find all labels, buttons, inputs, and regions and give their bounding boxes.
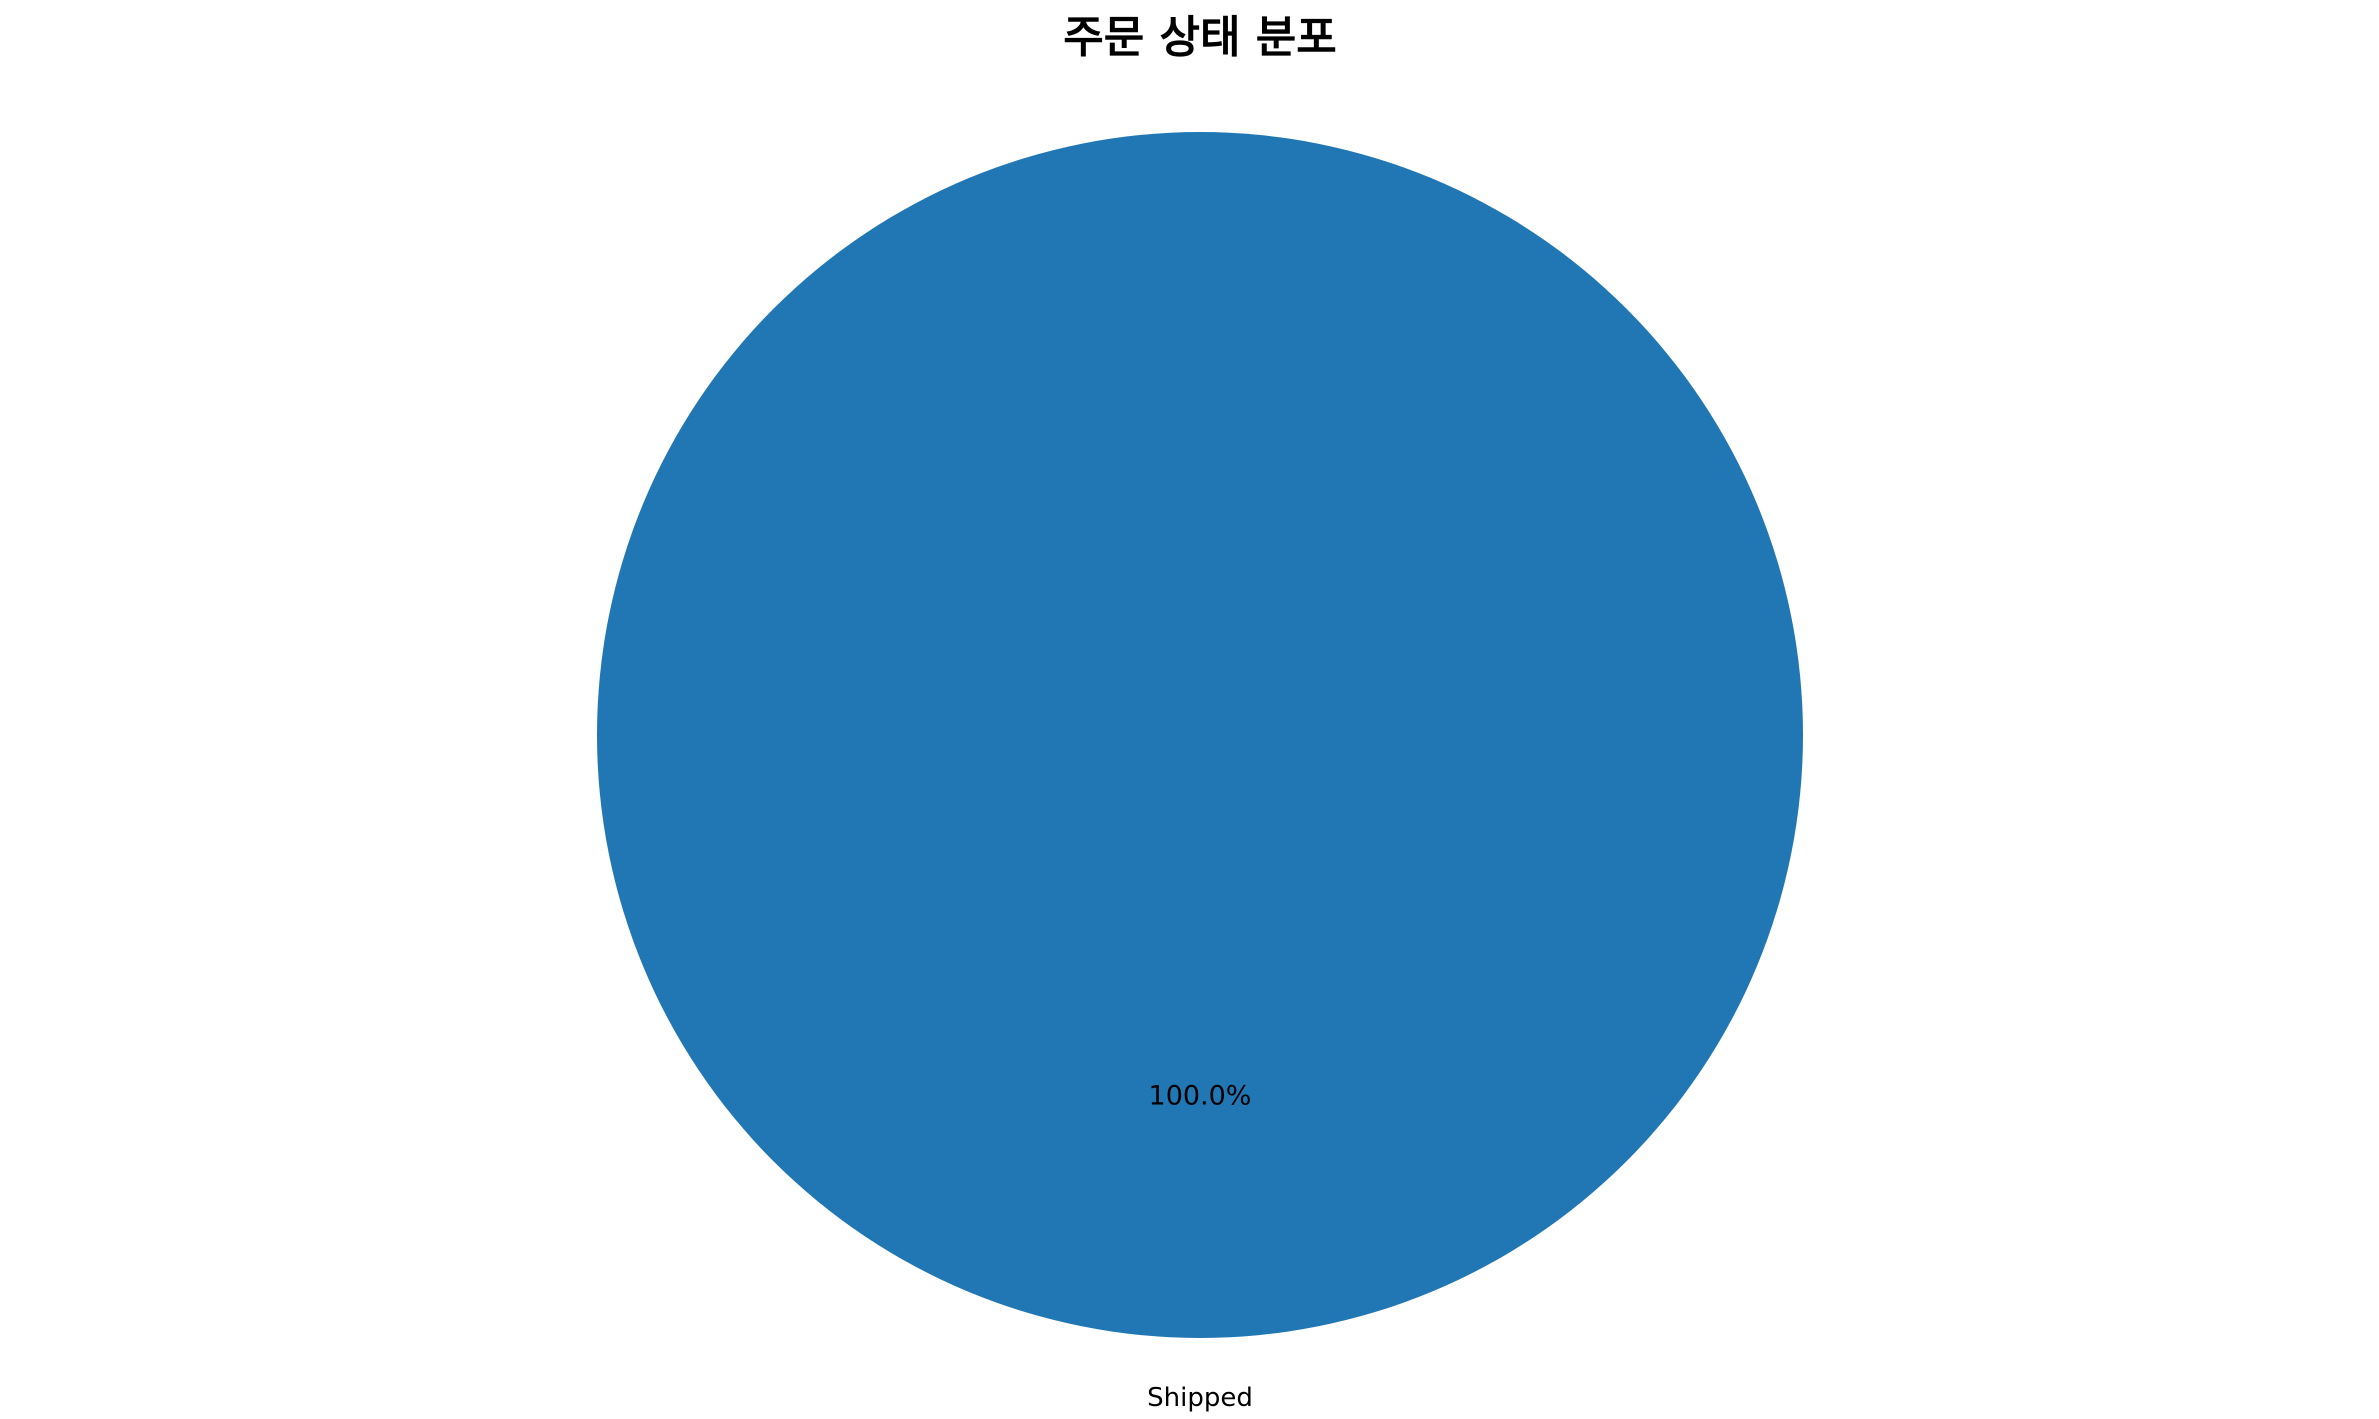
slice-label-shipped: Shipped xyxy=(1147,1383,1253,1413)
pie-labels: Shipped 100.0% xyxy=(1147,1080,1253,1413)
chart-title: 주문 상태 분포 xyxy=(1063,12,1337,63)
pie-slices xyxy=(597,132,1803,1338)
slice-percent-shipped: 100.0% xyxy=(1149,1080,1252,1111)
pie-slice-shipped xyxy=(597,132,1803,1338)
